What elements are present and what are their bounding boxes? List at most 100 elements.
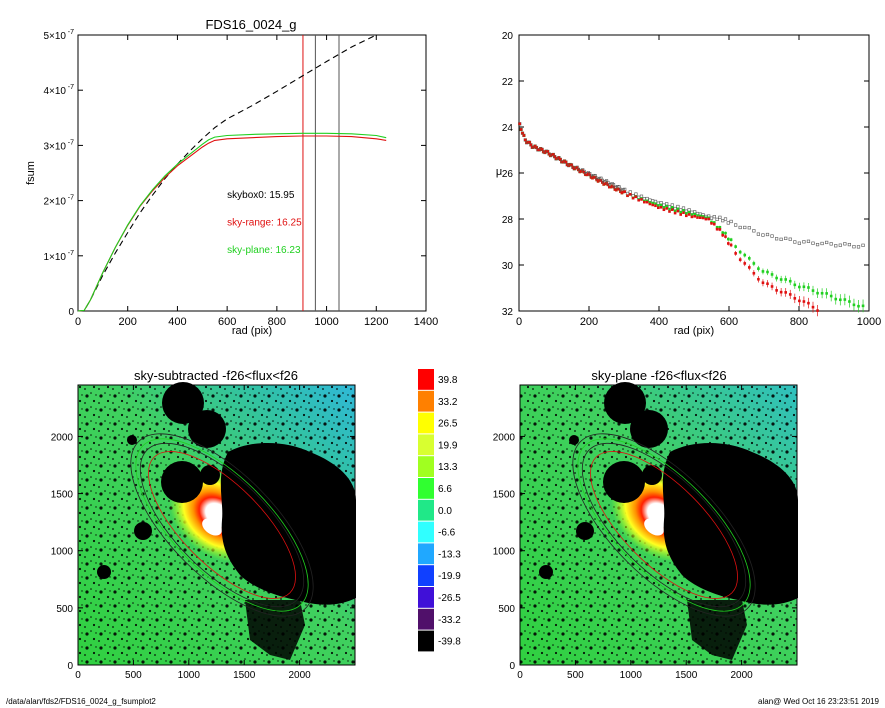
fsum-annotation: sky-plane: 16.23 [227,245,301,256]
mu-point-range [738,258,742,261]
fsum-x-tick-label: 400 [168,316,186,328]
mu-point-range [528,141,531,144]
mu-y-tick-label: 30 [502,261,514,272]
mu-point-range [622,190,625,194]
mu-point-range [676,209,680,213]
mu-point-skybox0 [797,241,801,245]
mu-point-range [788,293,792,296]
mu-x-tick-label: 600 [720,316,738,328]
sky-plane-y-tick-label: 1500 [493,490,516,501]
sky-plane-y-tick-label: 1000 [493,547,516,558]
mu-point-plane [690,213,694,216]
mu-point-range [775,289,778,292]
mu-x-tick-label: 200 [580,316,598,328]
mu-point-range [643,200,646,204]
fsum-x-axis-label: rad (pix) [232,325,272,337]
mu-y-tick-label: 22 [502,77,514,88]
mu-point-range [598,179,601,182]
sky-plane-x-tick-label: 0 [517,670,523,681]
mu-point-plane [673,209,677,213]
mu-point-range [540,148,544,151]
mu-point-skybox0 [642,197,646,201]
fsum-series-line-2 [77,132,387,312]
colorbar-label: -39.8 [438,637,461,648]
mu-point-skybox0 [662,203,666,207]
colorbar-label: 26.5 [438,419,458,430]
mu-point-range [707,217,710,221]
colorbar-label: 19.9 [438,440,458,451]
fsum-y-tick-exponent: -7 [68,195,74,202]
colorbar-label: -33.2 [438,615,461,626]
mu-point-range [816,309,819,312]
mu-x-tick-label: 400 [650,316,668,328]
mu-point-range [570,163,573,167]
mu-point-plane [784,278,787,281]
colorbar-swatch [418,412,434,434]
mu-x-tick-label: 800 [790,316,808,328]
mu-point-skybox0 [679,208,683,212]
mu-point-plane [843,298,847,301]
mu-point-range [637,198,640,202]
mu-point-skybox0 [861,243,865,247]
mu-point-range [718,228,722,231]
mu-point-range [557,156,561,159]
fsum-y-tick-label: 2×10 [43,197,66,208]
mu-point-range [724,235,727,238]
mu-point-plane [679,210,682,214]
mu-y-tick-label: 26 [502,169,514,180]
mu-point-plane [825,292,828,295]
mu-point-plane [668,207,671,211]
mu-y-tick-label: 28 [502,215,514,226]
mu-point-plane [671,206,674,209]
mu-point-range [752,271,756,275]
mu-point-plane [757,267,760,270]
fsum-plot-title: FDS16_0024_g [205,17,296,32]
mu-point-range [546,150,549,153]
mu-point-range [668,210,671,213]
colorbar-label: 13.3 [438,462,458,473]
mu-point-range [613,188,617,191]
mu-point-plane [852,303,856,307]
mu-point-range [519,128,523,131]
sky-plane-x-tick-label: 500 [567,670,584,681]
colorbar-label: 0.0 [438,506,452,517]
mu-point-range [665,207,668,210]
mu-point-skybox0 [709,216,714,220]
mu-point-plane [676,207,680,211]
mu-point-skybox0 [625,191,630,196]
mu-point-plane [729,238,733,241]
sky-subtracted-frame [77,384,356,666]
mu-y-ticks: 20 22 24 26 28 30 32 [502,31,869,318]
sky-plane-x-tick-label: 2000 [730,670,753,681]
mu-point-skybox0 [815,242,820,247]
mu-y-tick-label: 20 [502,31,514,42]
colorbar-swatch [418,478,434,499]
mu-point-plane [748,257,751,260]
colorbar-label: 39.8 [438,375,458,386]
sky-subtracted-axes: 0 500 1000 1500 2000 0 500 1000 1500 2000 [51,385,355,681]
sky-subtracted-x-tick-label: 2000 [288,670,311,681]
mu-point-range [734,252,737,255]
fsum-plot-frame [77,34,427,312]
mu-point-plane [807,286,810,289]
fsum-y-axis-label: fsum [25,161,37,185]
mu-point-skybox0 [687,208,691,212]
mu-point-range [761,281,765,285]
mu-point-range [640,198,643,201]
mu-point-plane [665,204,668,208]
colorbar-swatch [418,456,434,477]
mu-point-skybox0 [684,209,688,213]
fsum-y-tick-exponent: -7 [68,29,74,36]
mu-point-plane [724,231,727,235]
mu-point-skybox0 [690,210,694,214]
mu-point-range [770,285,774,288]
mu-y-tick-label: 24 [502,123,514,134]
mu-points [518,122,865,317]
mu-point-plane [761,270,765,273]
mu-point-range [535,146,538,149]
mu-point-plane [701,215,705,218]
fsum-y-ticks: 01×10 -72×10 -73×10 -74×10 -75×10 -7 [43,29,426,318]
mu-point-range [729,243,733,247]
mu-point-plane [861,304,865,308]
mu-x-ticks: 0 200 400 600 800 1000 [516,35,881,328]
